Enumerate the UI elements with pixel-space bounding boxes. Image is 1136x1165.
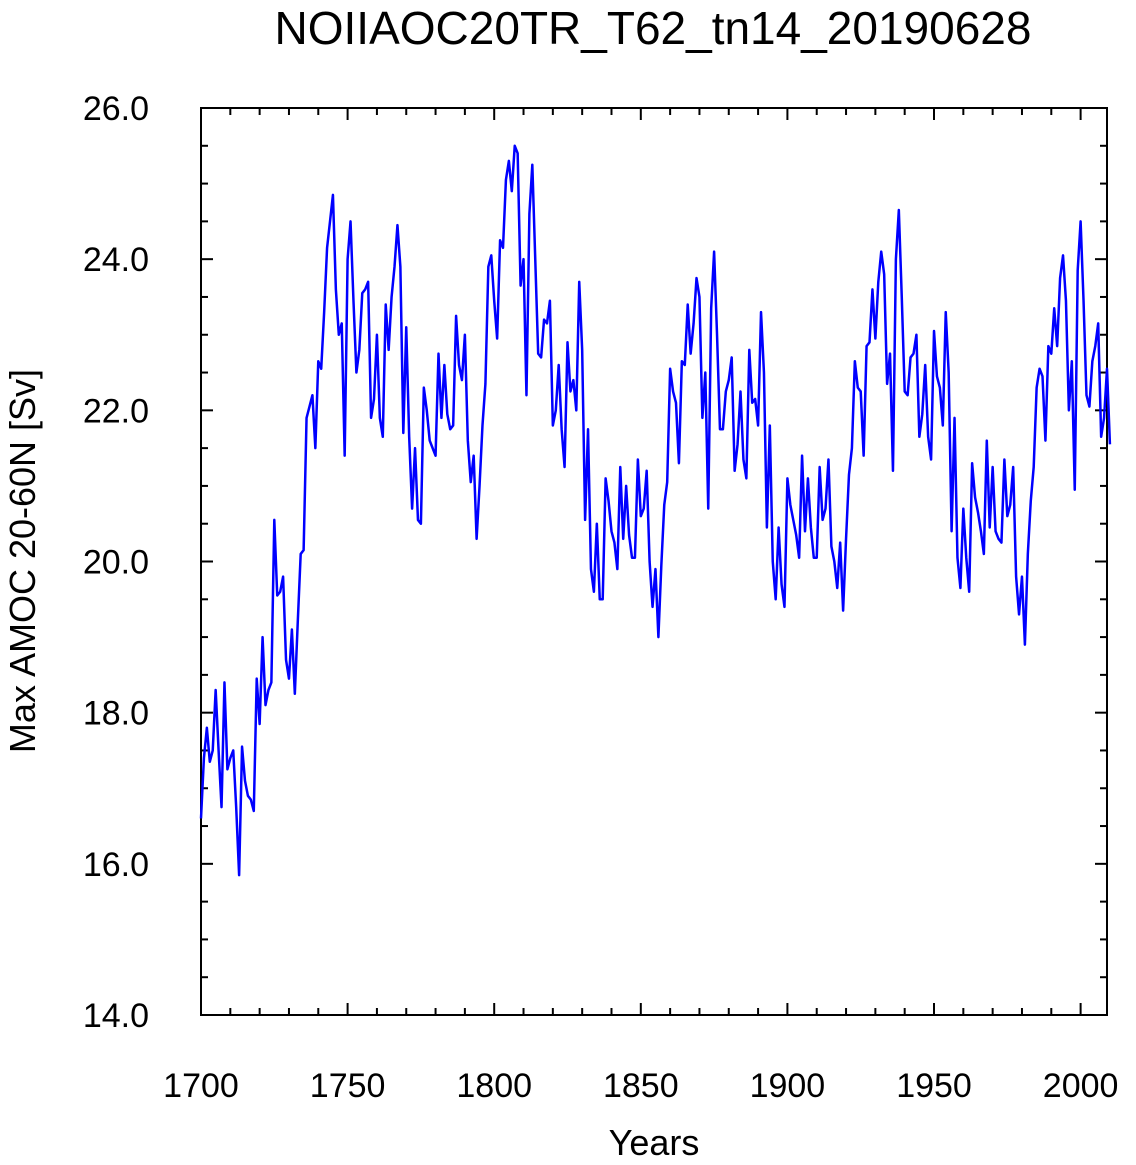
- y-tick-label: 14.0: [83, 997, 149, 1035]
- y-axis-label: Max AMOC 20-60N [Sv]: [2, 369, 43, 753]
- x-tick-label: 2000: [1043, 1067, 1119, 1105]
- x-axis-label: Years: [609, 1122, 700, 1163]
- y-tick-label: 22.0: [83, 392, 149, 430]
- x-tick-label: 1800: [456, 1067, 532, 1105]
- x-tick-labels: 1700 1750 1800 1850 1900 1950 2000: [163, 1067, 1118, 1105]
- y-tick-label: 26.0: [83, 90, 149, 128]
- y-tick-label: 16.0: [83, 846, 149, 884]
- x-tick-label: 1850: [603, 1067, 679, 1105]
- x-tick-label: 1750: [310, 1067, 386, 1105]
- major-ticks: [200, 107, 1107, 1016]
- y-tick-labels: 14.0 16.0 18.0 20.0 22.0 24.0 26.0: [83, 90, 149, 1035]
- y-tick-label: 20.0: [83, 544, 149, 582]
- x-tick-label: 1900: [750, 1067, 826, 1105]
- amoc-series-line: [199, 144, 1112, 877]
- x-tick-label: 1950: [896, 1067, 972, 1105]
- y-tick-label: 24.0: [83, 241, 149, 279]
- chart-title: NOIIAOC20TR_T62_tn14_20190628: [275, 2, 1032, 54]
- x-tick-label: 1700: [163, 1067, 239, 1105]
- y-tick-label: 18.0: [83, 695, 149, 733]
